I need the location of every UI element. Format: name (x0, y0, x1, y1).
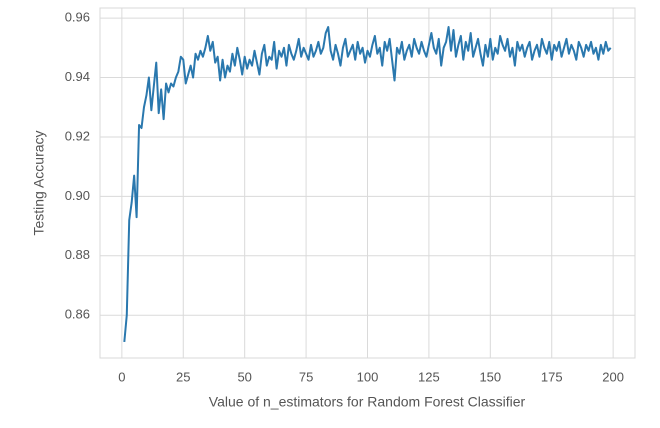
y-tick-label: 0.94 (65, 69, 90, 84)
x-tick-label: 0 (118, 369, 125, 384)
x-tick-label: 200 (602, 369, 624, 384)
y-tick-label: 0.88 (65, 247, 90, 262)
x-tick-label: 125 (418, 369, 440, 384)
x-tick-label: 175 (541, 369, 563, 384)
y-axis-label: Testing Accuracy (31, 130, 47, 235)
x-tick-label: 100 (357, 369, 379, 384)
y-tick-label: 0.90 (65, 188, 90, 203)
data-line (123, 26, 612, 343)
x-tick-label: 25 (176, 369, 190, 384)
x-axis-label: Value of n_estimators for Random Forest … (209, 394, 526, 410)
y-tick-label: 0.92 (65, 128, 90, 143)
y-tick-label: 0.86 (65, 307, 90, 322)
x-tick-label: 50 (237, 369, 251, 384)
x-tick-label: 75 (299, 369, 313, 384)
x-tick-label: 150 (479, 369, 501, 384)
y-tick-label: 0.96 (65, 10, 90, 25)
